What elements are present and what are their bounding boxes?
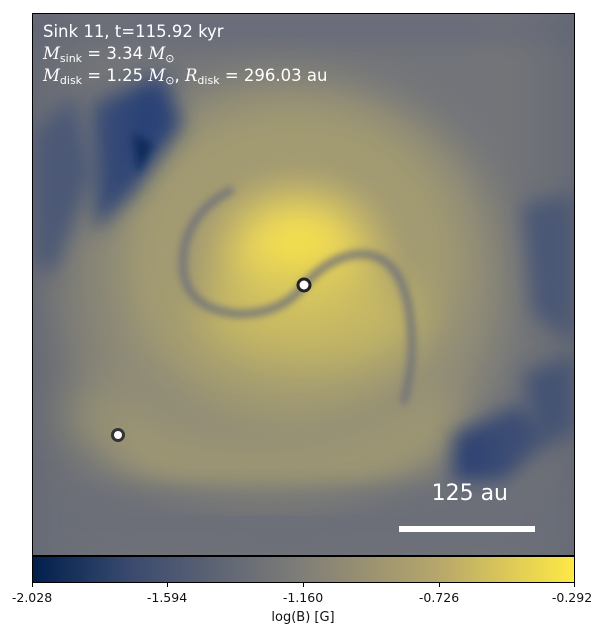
sink-marker-primary bbox=[296, 277, 312, 293]
colorbar-tick-label: -1.594 bbox=[146, 590, 188, 605]
colorbar-label: log(B) [G] bbox=[271, 610, 335, 625]
disk-properties: Mdisk = 1.25 M⊙, Rdisk = 296.03 au bbox=[43, 66, 328, 87]
colorbar bbox=[32, 556, 575, 583]
colorbar-tick bbox=[32, 583, 33, 587]
scalebar bbox=[399, 526, 535, 532]
colorbar-tick bbox=[574, 583, 575, 587]
colorbar-tick-label: -0.726 bbox=[418, 590, 460, 605]
magnetic-field-map: Sink 11, t=115.92 kyr Msink = 3.34 M⊙ Md… bbox=[32, 13, 575, 556]
sink-marker-secondary bbox=[111, 428, 125, 442]
colorbar-tick-label: -0.292 bbox=[551, 590, 593, 605]
scalebar-label: 125 au bbox=[431, 481, 508, 506]
sink-title: Sink 11, t=115.92 kyr bbox=[43, 22, 224, 41]
colorbar-tick bbox=[303, 583, 304, 587]
sink-mass: Msink = 3.34 M⊙ bbox=[43, 44, 175, 65]
colorbar-tick bbox=[439, 583, 440, 587]
colorbar-tick-label: -2.028 bbox=[11, 590, 53, 605]
colorbar-tick bbox=[167, 583, 168, 587]
colorbar-tick-label: -1.160 bbox=[282, 590, 324, 605]
field-image bbox=[33, 14, 574, 555]
